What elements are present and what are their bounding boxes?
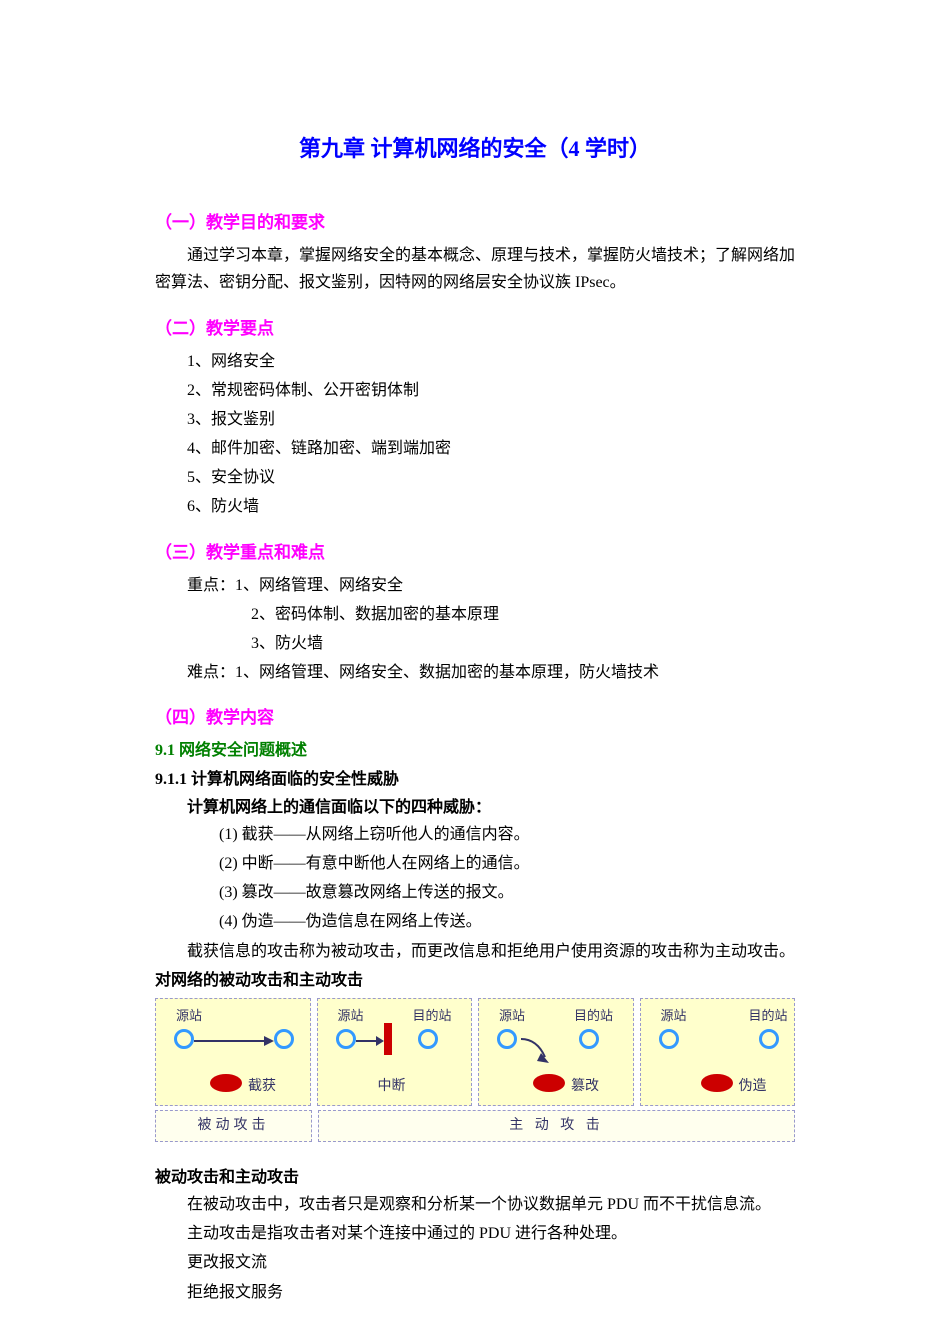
focus-item: 2、密码体制、数据加密的基本原理 bbox=[251, 601, 795, 628]
node-icon bbox=[274, 1029, 294, 1049]
node-icon bbox=[418, 1029, 438, 1049]
section-1-paragraph: 通过学习本章，掌握网络安全的基本概念、原理与技术，掌握防火墙技术；了解网络加密算… bbox=[155, 242, 795, 296]
dst-label: 目的站 bbox=[749, 1005, 788, 1027]
list-item: 4、邮件加密、链路加密、端到端加密 bbox=[187, 435, 795, 462]
focus-item: 3、防火墙 bbox=[251, 630, 795, 657]
diagram-panels-row: 源站 截获 源站 目的站 中断 源站 目的站 bbox=[155, 998, 795, 1106]
difficulty-item: 1、网络管理、网络安全、数据加密的基本原理，防火墙技术 bbox=[235, 664, 659, 681]
node-icon bbox=[497, 1029, 517, 1049]
list-item: 5、安全协议 bbox=[187, 464, 795, 491]
active-category: 主 动 攻 击 bbox=[318, 1110, 795, 1142]
src-label: 源站 bbox=[176, 1005, 202, 1027]
attack-line: 在被动攻击中，攻击者只是观察和分析某一个协议数据单元 PDU 而不干扰信息流。 bbox=[187, 1191, 795, 1218]
node-icon bbox=[759, 1029, 779, 1049]
sub-9-1: 9.1 网络安全问题概述 bbox=[155, 737, 795, 764]
threat-item: (3) 篡改——故意篡改网络上传送的报文。 bbox=[219, 879, 795, 906]
sub-9-1-1: 9.1.1 计算机网络面临的安全性威胁 bbox=[155, 766, 795, 793]
arrow-down-icon bbox=[519, 1035, 559, 1065]
threats-title: 计算机网络上的通信面临以下的四种威胁： bbox=[155, 794, 795, 821]
src-label: 源站 bbox=[499, 1005, 525, 1027]
focus-item: 1、网络管理、网络安全 bbox=[235, 577, 403, 594]
section-4-heading: （四）教学内容 bbox=[155, 704, 795, 733]
attack-diagram: 源站 截获 源站 目的站 中断 源站 目的站 bbox=[155, 998, 795, 1142]
capture-label: 截获 bbox=[248, 1075, 276, 1099]
section-2-heading: （二）教学要点 bbox=[155, 315, 795, 344]
panel-tamper: 源站 目的站 篡改 bbox=[478, 998, 634, 1106]
attacker-icon bbox=[701, 1074, 733, 1092]
difficulty-label: 难点： bbox=[187, 664, 235, 681]
forge-label: 伪造 bbox=[739, 1075, 767, 1099]
panel-forge: 源站 目的站 伪造 bbox=[640, 998, 796, 1106]
src-label: 源站 bbox=[661, 1005, 687, 1027]
node-icon bbox=[174, 1029, 194, 1049]
difficulty-line: 难点：1、网络管理、网络安全、数据加密的基本原理，防火墙技术 bbox=[187, 659, 795, 686]
diagram-title: 对网络的被动攻击和主动攻击 bbox=[155, 967, 795, 994]
attacker-icon bbox=[210, 1074, 242, 1092]
interrupt-label: 中断 bbox=[378, 1075, 406, 1099]
panel-interrupt: 源站 目的站 中断 bbox=[317, 998, 473, 1106]
threat-item: (1) 截获——从网络上窃听他人的通信内容。 bbox=[219, 821, 795, 848]
tamper-label: 篡改 bbox=[571, 1075, 599, 1099]
threat-note: 截获信息的攻击称为被动攻击，而更改信息和拒绝用户使用资源的攻击称为主动攻击。 bbox=[155, 938, 795, 965]
attack-line: 主动攻击是指攻击者对某个连接中通过的 PDU 进行各种处理。 bbox=[187, 1220, 795, 1247]
focus-label: 重点： bbox=[187, 577, 235, 594]
list-item: 6、防火墙 bbox=[187, 493, 795, 520]
section-1-heading: （一）教学目的和要求 bbox=[155, 209, 795, 238]
dst-label: 目的站 bbox=[574, 1005, 613, 1027]
dst-label: 目的站 bbox=[413, 1005, 452, 1027]
arrow-icon bbox=[194, 1035, 274, 1047]
panel-capture: 源站 截获 bbox=[155, 998, 311, 1106]
arrow-icon bbox=[356, 1035, 384, 1047]
attacker-icon bbox=[533, 1074, 565, 1092]
list-item: 1、网络安全 bbox=[187, 348, 795, 375]
attack-line: 拒绝报文服务 bbox=[187, 1279, 795, 1306]
focus-line: 重点：1、网络管理、网络安全 bbox=[187, 572, 795, 599]
node-icon bbox=[336, 1029, 356, 1049]
threat-item: (2) 中断——有意中断他人在网络上的通信。 bbox=[219, 850, 795, 877]
block-bar-icon bbox=[384, 1023, 392, 1055]
attack-line: 更改报文流 bbox=[187, 1249, 795, 1276]
attack-heading: 被动攻击和主动攻击 bbox=[155, 1164, 795, 1191]
list-item: 3、报文鉴别 bbox=[187, 406, 795, 433]
list-item: 2、常规密码体制、公开密钥体制 bbox=[187, 377, 795, 404]
section-3-heading: （三）教学重点和难点 bbox=[155, 539, 795, 568]
node-icon bbox=[579, 1029, 599, 1049]
passive-category: 被动攻击 bbox=[155, 1110, 312, 1142]
node-icon bbox=[659, 1029, 679, 1049]
chapter-title: 第九章 计算机网络的安全（4 学时） bbox=[155, 130, 795, 167]
diagram-category-row: 被动攻击 主 动 攻 击 bbox=[155, 1110, 795, 1142]
threat-item: (4) 伪造——伪造信息在网络上传送。 bbox=[219, 908, 795, 935]
src-label: 源站 bbox=[338, 1005, 364, 1027]
